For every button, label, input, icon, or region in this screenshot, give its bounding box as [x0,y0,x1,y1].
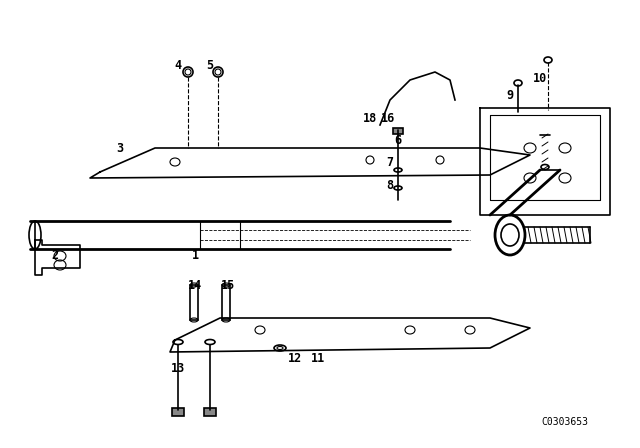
Text: C0303653: C0303653 [541,417,589,427]
Text: 13: 13 [171,362,185,375]
Text: 10: 10 [533,72,547,85]
Text: 15: 15 [221,279,235,292]
Text: 6: 6 [394,134,401,146]
Text: 9: 9 [506,89,513,102]
Text: 14: 14 [188,279,202,292]
Bar [222,285,230,320]
Text: 5: 5 [207,59,214,72]
Text: 1: 1 [191,249,198,262]
Text: 2: 2 [51,249,59,262]
Text: 12: 12 [288,352,302,365]
Bar [190,285,198,320]
Text: 7: 7 [387,155,394,168]
Bar [172,408,184,416]
Text: 8: 8 [387,178,394,191]
Text: 18: 18 [363,112,377,125]
Text: 4: 4 [175,59,182,72]
Bar [393,128,403,134]
Text: 11: 11 [311,352,325,365]
Bar [204,408,216,416]
Text: 3: 3 [116,142,124,155]
Text: 16: 16 [381,112,395,125]
